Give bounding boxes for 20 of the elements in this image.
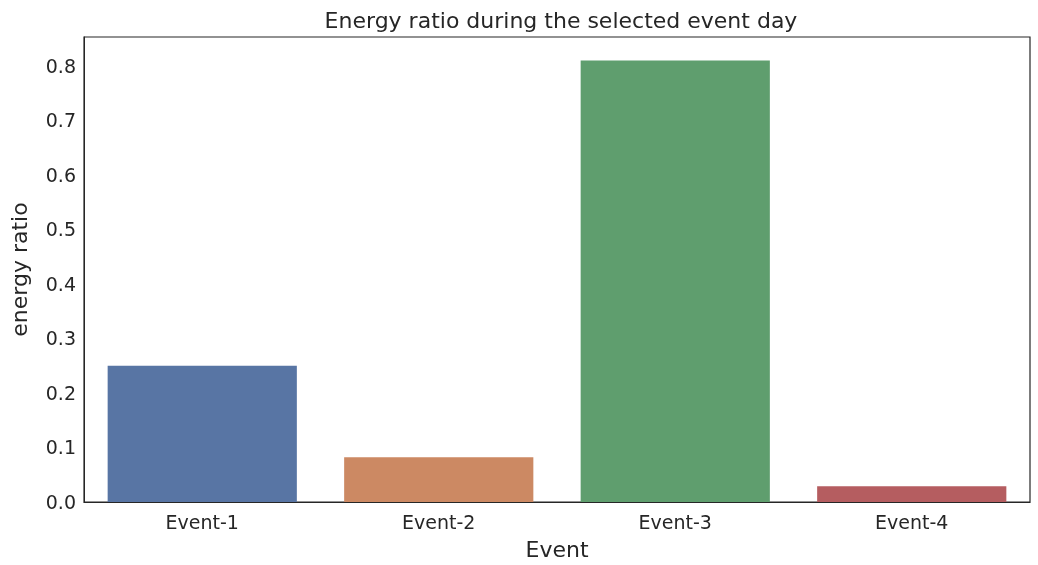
- chart-title: Energy ratio during the selected event day: [324, 7, 798, 33]
- y-tick-label: 0.1: [45, 436, 76, 459]
- bar: [580, 60, 770, 502]
- y-tick-label: 0.2: [45, 381, 76, 404]
- y-tick-label: 0.4: [45, 272, 76, 295]
- x-tick-label: Event-4: [875, 510, 949, 533]
- x-tick-label: Event-2: [402, 510, 476, 533]
- y-axis-title: energy ratio: [6, 202, 32, 337]
- y-tick-label: 0.8: [45, 54, 76, 77]
- bar: [107, 365, 297, 502]
- bar: [817, 486, 1007, 502]
- y-tick-label: 0.0: [45, 491, 76, 513]
- y-tick-label: 0.5: [45, 218, 76, 241]
- y-tick-label: 0.7: [45, 109, 76, 132]
- y-tick-label: 0.6: [45, 163, 76, 186]
- y-tick-label: 0.3: [45, 327, 76, 350]
- x-axis-title: Event: [525, 536, 589, 562]
- x-tick-label: Event-3: [638, 510, 712, 533]
- x-tick-label: Event-1: [165, 510, 239, 533]
- bar: [344, 457, 534, 502]
